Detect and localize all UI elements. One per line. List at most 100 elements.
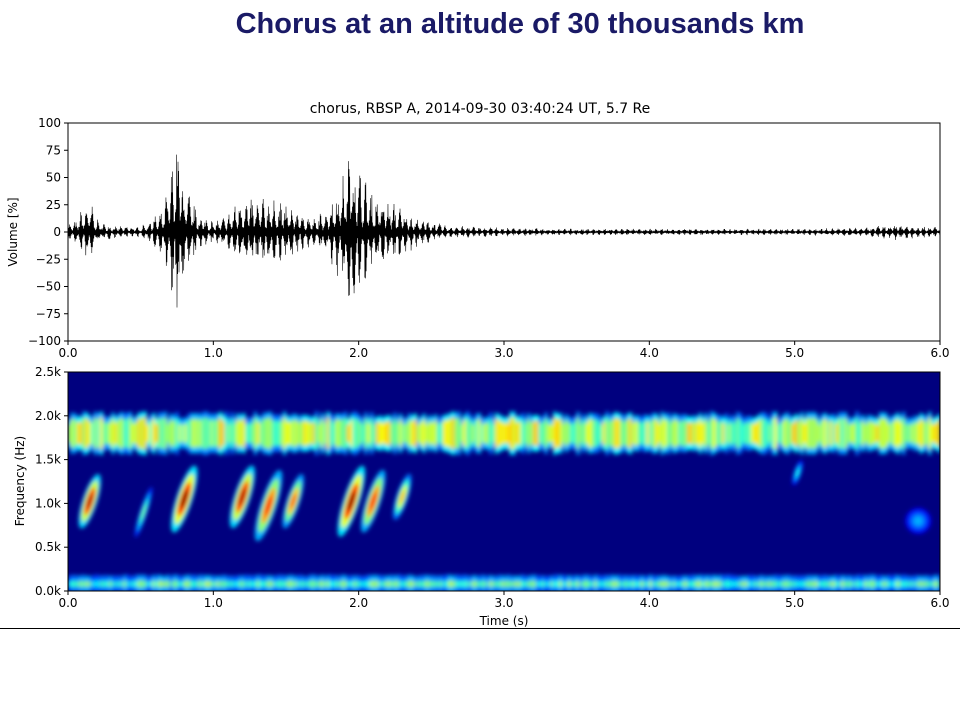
spectrogram-chorus-element [360,469,386,533]
spectrogram-y-tick: 1.5k [35,453,68,467]
spectrogram-y-tick: 0.0k [35,584,68,598]
spectrogram-band-cell [218,417,223,449]
spectrogram-band-cell [803,423,807,444]
spectrogram-band-cell [399,580,403,588]
spectrogram-band-cell [401,424,406,443]
spectrogram-band-cell [276,580,281,588]
spectrogram-band-cell [602,581,607,587]
spectrogram-band-cell [134,422,139,445]
spectrogram-band-cell [922,581,926,587]
spectrogram-band-cell [890,421,894,445]
spectrogram-band-cell [445,420,450,447]
spectrogram-band-cell [803,581,807,587]
spectrogram-band-cell [695,422,700,444]
spectrogram-band-cell [460,581,464,587]
spectrogram-band-cell [149,421,153,446]
spectrogram-band-cell [474,419,479,447]
spectrogram-band-cell [68,424,72,443]
spectrogram-band-cell [585,423,589,444]
spectrogram-band-cell [340,419,345,447]
spectrogram-band-cell [646,581,650,587]
spectrogram-y-tick-label: 0.0k [35,584,61,598]
spectrogram-band-cell [117,581,121,587]
spectrogram-band-cell [910,424,915,442]
spectrogram-band-cell [739,582,743,586]
waveform-y-label: Volume [%] [6,197,20,266]
spectrogram-y-tick-label: 0.5k [35,540,61,554]
spectrogram-y-label: Frequency (Hz) [13,436,27,527]
spectrogram-band-cell [160,418,165,449]
spectrogram-band-cell [742,424,746,443]
spectrogram-band-cell [846,581,851,587]
spectrogram-band-cell [875,424,880,443]
spectrogram-band-cell [436,423,441,443]
spectrogram-band-cell [102,581,107,587]
spectrogram-band-cell [622,422,627,445]
spectrogram-band-cell [137,418,141,448]
waveform-x-tick: 2.0 [349,341,368,360]
spectrogram-chorus-layer [796,469,800,477]
spectrogram-band-cell [483,581,487,587]
spectrogram-band-cell [861,581,865,587]
spectrogram-band-cell [297,422,301,444]
spectrogram-band-cell [901,580,906,588]
spectrogram-band-cell [634,580,639,588]
spectrogram-band-cell [587,419,592,448]
spectrogram-band-cell [489,581,493,587]
spectrogram-band-cell [669,581,673,587]
spectrogram-band-cell [791,582,795,586]
spectrogram-band-cell [878,581,883,587]
spectrogram-band-cell [364,581,368,587]
spectrogram-band-cell [99,417,104,450]
spectrogram-band-cell [614,581,618,587]
spectrogram-band-cell [913,421,918,445]
spectrogram-band-cell [762,418,766,449]
spectrogram-band-cell [375,422,380,445]
spectrogram-band-cell [480,580,484,588]
spectrogram-band-cell [654,581,659,587]
spectrogram-band-cell [933,423,938,444]
spectrogram-band-cell [774,417,778,449]
spectrogram-chorus-layer [914,517,922,525]
spectrogram-band-cell [585,580,589,588]
spectrogram-band-cell [151,418,156,448]
spectrogram-band-cell [122,419,127,447]
spectrogram-band-cell [471,581,476,587]
spectrogram-band-cell [759,581,763,587]
waveform-y-tick-label: −25 [36,252,61,266]
spectrogram-band-cell [349,581,354,587]
spectrogram-band-cell [599,424,604,442]
spectrogram-band-cell [422,419,426,447]
spectrogram-band-cell [204,581,208,587]
spectrogram-band-cell [628,581,633,587]
spectrogram-band-cell [849,424,854,443]
spectrogram-band-cell [320,419,325,448]
spectrogram-band-cell [70,419,75,448]
spectrogram-band-cell [262,581,266,587]
spectrogram-band-cell [538,422,543,444]
spectrogram-band-cell [710,417,714,450]
spectrogram-band-cell [573,581,577,587]
spectrogram-band-cell [907,423,912,444]
spectrogram-band-cell [899,581,903,587]
spectrogram-band-cell [529,581,534,587]
spectrogram-band-cell [855,417,859,449]
spectrogram-band-cell [858,580,862,588]
spectrogram-band-cell [852,422,857,444]
spectrogram-band-cell [660,417,665,449]
spectrogram-band-cell [521,419,525,448]
spectrogram-band-cell [849,581,854,587]
spectrogram-band-cell [896,581,900,587]
spectrogram-band-cell [419,422,423,445]
spectrogram-chorus-element [254,470,283,542]
spectrogram-band-cell [311,580,316,588]
spectrogram-band-cell [259,580,264,588]
spectrogram-band-cell [352,581,357,587]
spectrogram-band-cell [628,418,633,449]
spectrogram-band-cell [407,580,412,588]
spectrogram-band-cell [611,580,615,588]
spectrogram-band-cell [93,580,98,588]
spectrogram-band-cell [245,580,249,588]
spectrogram-band-cell [364,418,368,449]
spectrogram-band-cell [919,419,923,448]
